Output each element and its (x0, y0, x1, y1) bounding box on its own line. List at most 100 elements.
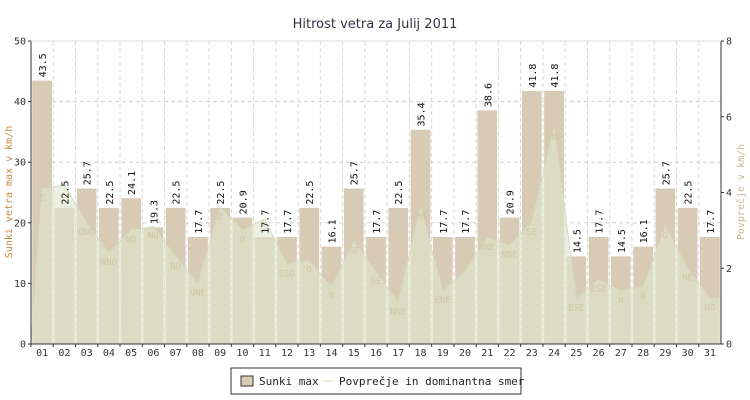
x-tick-label: 21 (481, 348, 493, 359)
direction-label: ONE (190, 288, 206, 298)
x-tick-label: 30 (682, 348, 694, 359)
x-tick-label: 01 (36, 348, 48, 359)
x-tick-label: 19 (437, 348, 449, 359)
direction-label: NO (704, 304, 715, 314)
direction-label: ESE (590, 285, 606, 295)
x-tick-label: 15 (348, 348, 360, 359)
x-tick-label: 24 (548, 348, 560, 359)
y-tick-label-right: 2 (726, 264, 732, 275)
value-label: 17.7 (261, 210, 272, 234)
y-tick-label-right: 4 (726, 188, 732, 199)
x-tick-label: 05 (125, 348, 137, 359)
value-label: 17.7 (461, 210, 472, 234)
legend-label-gusts: Sunki max (259, 375, 319, 388)
direction-label: N (618, 296, 623, 306)
direction-label: E (39, 194, 44, 204)
y-axis-left-title: Sunki vetra max v km/h (4, 126, 15, 258)
value-label: 22.5 (216, 181, 227, 205)
direction-label: NNE (501, 251, 517, 261)
direction-label: N (640, 292, 645, 302)
value-labels: 43.5 22.5 25.7 22.5 24.1 19.3 22.5 17.7 22.5 20.9… (38, 53, 717, 253)
x-tick-label: 28 (637, 348, 649, 359)
direction-label: SE (348, 247, 359, 257)
x-tick-label: 06 (147, 348, 159, 359)
x-tick-label: 12 (281, 348, 293, 359)
legend-swatch-gusts (240, 375, 254, 387)
y-tick-label-right: 6 (726, 112, 732, 123)
y-tick-label-right: 8 (726, 37, 732, 48)
x-tick-label: 07 (170, 348, 182, 359)
y-tick-label-left: 40 (14, 97, 26, 108)
x-tick-label: 04 (103, 348, 115, 359)
value-label: 14.5 (572, 229, 583, 253)
value-label: 25.7 (83, 161, 94, 185)
x-tick-label: 13 (303, 348, 315, 359)
value-label: 17.7 (194, 210, 205, 234)
x-tick-label: 23 (526, 348, 538, 359)
x-tick-label: 10 (236, 348, 248, 359)
value-label: 22.5 (394, 181, 405, 205)
x-tick-label: 08 (192, 348, 204, 359)
value-label: 20.9 (506, 190, 517, 214)
value-label: 17.7 (372, 210, 383, 234)
x-tick-label: 22 (504, 348, 516, 359)
direction-label: NO (170, 262, 181, 272)
average-area (30, 127, 722, 345)
direction-label: ESE (568, 304, 584, 314)
x-tick-label: 18 (414, 348, 426, 359)
value-label: 25.7 (350, 161, 361, 185)
direction-label: O (329, 292, 334, 302)
x-tick-label: 26 (593, 348, 605, 359)
average-area-path (30, 127, 722, 345)
direction-label: O (217, 213, 222, 223)
y-tick-label-left: 50 (14, 37, 26, 48)
legend-label-average: Povprečje in dominantna smer (339, 375, 525, 388)
value-label: 22.5 (305, 181, 316, 205)
x-tick-label: 27 (615, 348, 627, 359)
y-tick-label-left: 30 (14, 158, 26, 169)
y-tick-label-left: 10 (14, 279, 26, 290)
direction-label: ENE (435, 296, 451, 306)
value-label: 16.1 (327, 219, 338, 243)
x-tick-label: 02 (58, 348, 70, 359)
x-tick-label: 31 (704, 348, 716, 359)
direction-label: O (240, 235, 245, 245)
chart-title: Hitrost vetra za Julij 2011 (293, 17, 458, 32)
value-label: 17.7 (439, 210, 450, 234)
x-tick-label: 20 (459, 348, 471, 359)
value-label: 22.5 (60, 181, 71, 205)
value-label: 20.9 (238, 190, 249, 214)
value-label: 43.5 (38, 53, 49, 77)
x-tick-label: 17 (392, 348, 404, 359)
direction-label: SSO (279, 269, 295, 279)
value-label: 35.4 (417, 102, 428, 126)
value-label: 41.8 (550, 64, 561, 88)
legend: Sunki max Povprečje in dominantna smer (230, 367, 525, 395)
x-tick-label: 29 (659, 348, 671, 359)
x-tick-label: 14 (325, 348, 337, 359)
direction-label: ENE (546, 133, 562, 143)
legend-box (230, 367, 522, 395)
y-tick-label-left: 0 (20, 340, 26, 351)
value-label: 14.5 (617, 229, 628, 253)
direction-label: NNO (101, 258, 117, 268)
direction-label: NE (682, 273, 693, 283)
y-tick-label-left: 20 (14, 218, 26, 229)
value-label: 25.7 (661, 161, 672, 185)
value-label: 38.6 (483, 83, 494, 107)
x-tick-label: 11 (259, 348, 271, 359)
x-tick-label: 09 (214, 348, 226, 359)
direction-label: ENE (412, 213, 428, 223)
direction-label: NO (148, 232, 159, 242)
value-label: 22.5 (172, 181, 183, 205)
value-label: 17.7 (283, 210, 294, 234)
x-tick-label: 03 (81, 348, 93, 359)
direction-label: NNE (390, 307, 406, 317)
value-label: 41.8 (528, 64, 539, 88)
x-tick-label: 16 (370, 348, 382, 359)
direction-label: O (307, 266, 312, 276)
value-label: 24.1 (127, 171, 138, 195)
